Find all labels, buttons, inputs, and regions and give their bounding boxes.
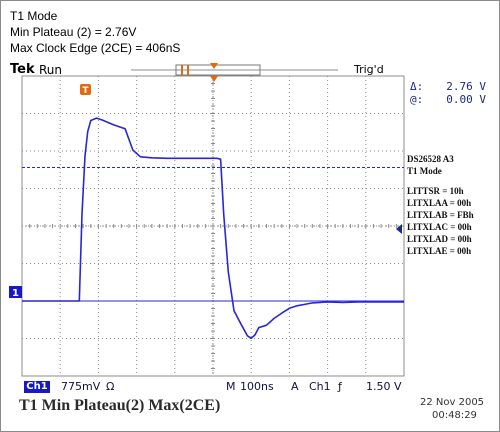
chart-caption: T1 Min Plateau(2) Max(2CE) xyxy=(19,397,221,414)
trigger-marker-icon: T xyxy=(80,84,91,96)
run-state: Run xyxy=(39,63,63,77)
record-window xyxy=(175,64,261,76)
timebase: 100ns xyxy=(240,380,274,393)
trigger-slope-icon: ƒ xyxy=(338,380,342,393)
info-line: DS26528 A3 xyxy=(407,154,454,164)
top-pointer-icon xyxy=(210,76,218,82)
cursor-delta-label: Δ: xyxy=(410,80,424,93)
brand-logo: Tek xyxy=(10,62,35,77)
graticule xyxy=(21,75,405,377)
ch1-trace xyxy=(22,117,404,340)
info-line: LITXLAC = 00h xyxy=(407,222,472,232)
capture-time: 00:48:29 xyxy=(432,410,477,421)
ch1-label: Ch1 xyxy=(24,381,50,393)
cursor-delta-readout: Δ: 2.76 V xyxy=(410,80,486,93)
ch1-scale: 775mV xyxy=(61,380,101,393)
info-line: LITTSR = 10h xyxy=(407,186,464,196)
info-line: T1 Mode xyxy=(407,166,442,176)
acquisition-bar xyxy=(131,63,338,76)
trigger-prefix: A xyxy=(291,380,299,393)
header-note-mode: T1 Mode xyxy=(10,9,58,23)
cursor-at-readout: @: 0.00 V xyxy=(410,93,486,106)
info-line: LITXLAA = 00h xyxy=(407,198,472,208)
info-line: LITXLAE = 00h xyxy=(407,246,472,256)
header-note-clock-edge: Max Clock Edge (2CE) = 406nS xyxy=(10,41,181,55)
ch1-marker-icon: 1 xyxy=(9,286,22,299)
cursor-at-value: 0.00 V xyxy=(446,93,486,106)
ch1-marker-label: 1 xyxy=(12,288,19,299)
trigger-position-icon xyxy=(210,63,218,69)
trigger-marker-label: T xyxy=(82,86,89,96)
info-line: LITXLAD = 00h xyxy=(407,234,472,244)
timebase-prefix: M xyxy=(226,380,236,393)
cursor-at-label: @: xyxy=(410,93,424,106)
trigger-source: Ch1 xyxy=(309,380,331,393)
cursor-delta-value: 2.76 V xyxy=(446,80,486,93)
trigger-state: Trig'd xyxy=(354,63,384,76)
ch1-coupling-icon: Ω xyxy=(106,380,115,393)
info-line: LITXLAB = FBh xyxy=(407,210,474,220)
trigger-level: 1.50 V xyxy=(366,380,402,393)
capture-date: 22 Nov 2005 xyxy=(420,397,485,408)
header-note-plateau: Min Plateau (2) = 2.76V xyxy=(10,25,137,39)
trigger-level-icon xyxy=(396,224,402,234)
